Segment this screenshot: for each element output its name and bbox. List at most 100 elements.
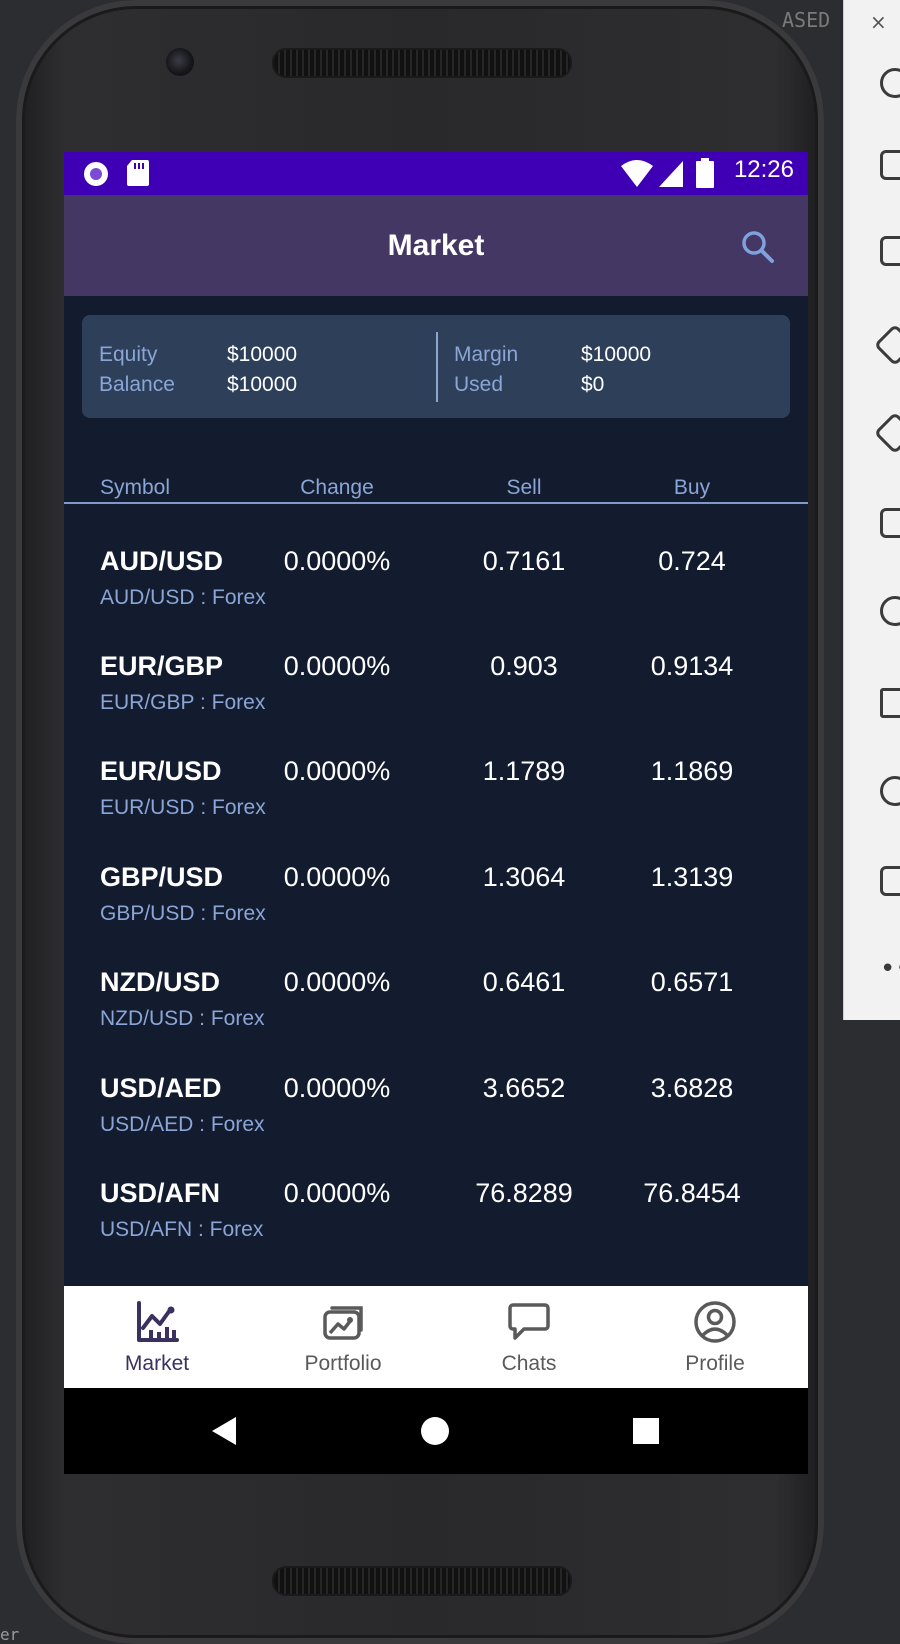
nav-item-chats[interactable]: Chats [436,1286,622,1388]
row-subtitle: EUR/GBP : Forex [100,691,266,714]
balance-label: Balance [99,373,175,396]
row-symbol: AUD/USD [100,546,224,576]
row-buy[interactable]: 76.8454 [643,1178,741,1208]
system-back-icon[interactable] [210,1416,238,1446]
row-subtitle: NZD/USD : Forex [100,1007,265,1030]
row-symbol: EUR/GBP [100,651,224,681]
row-subtitle: AUD/USD : Forex [100,586,266,609]
back-icon[interactable] [880,688,900,718]
ide-background-text: ASED ! [782,8,855,32]
nav-item-portfolio[interactable]: Portfolio [250,1286,436,1388]
volume-up-icon[interactable] [880,150,900,180]
row-symbol: EUR/USD [100,756,222,786]
system-navigation-bar [64,1388,808,1474]
row-buy[interactable]: 0.6571 [650,967,734,997]
table-row[interactable]: USD/AED USD/AED : Forex 0.0000% 3.6652 3… [64,1073,808,1178]
overview-icon[interactable] [880,866,900,896]
wifi-icon [621,160,653,187]
row-change: 0.0000% [283,756,391,786]
table-row[interactable]: EUR/GBP EUR/GBP : Forex 0.0000% 0.903 0.… [64,651,808,756]
phone-frame: 12:26 Market Equity $10000 Balance $1000… [16,0,824,1644]
top-speaker [272,48,572,78]
table-row[interactable]: EUR/USD EUR/USD : Forex 0.0000% 1.1789 1… [64,756,808,861]
row-subtitle: USD/AED : Forex [100,1113,265,1136]
volume-down-icon[interactable] [880,236,900,266]
row-subtitle: USD/AFN : Forex [100,1218,264,1241]
equity-label: Equity [99,343,158,366]
used-value: $0 [581,373,605,396]
header-divider [64,502,808,504]
sd-card-icon [127,160,149,186]
battery-icon [696,158,714,188]
nav-label-chats: Chats [501,1352,557,1375]
row-symbol: GBP/USD [100,862,224,892]
row-subtitle: EUR/USD : Forex [100,796,266,819]
row-sell[interactable]: 3.6652 [482,1073,566,1103]
row-sell[interactable]: 0.903 [490,651,558,681]
app-screen: 12:26 Market Equity $10000 Balance $1000… [64,152,808,1474]
column-header-symbol: Symbol [100,476,171,499]
row-sell[interactable]: 0.7161 [482,546,566,576]
summary-divider [436,332,438,402]
home-icon[interactable] [880,776,900,806]
top-app-bar: Market [64,195,808,296]
equity-value: $10000 [227,343,298,366]
system-recents-icon[interactable] [633,1418,659,1444]
more-icon[interactable]: •• [880,954,900,984]
table-row[interactable]: GBP/USD GBP/USD : Forex 0.0000% 1.3064 1… [64,862,808,967]
table-row[interactable]: NZD/USD NZD/USD : Forex 0.0000% 0.6461 0… [64,967,808,1072]
row-change: 0.0000% [283,1178,391,1208]
row-sell[interactable]: 76.8289 [475,1178,573,1208]
nav-item-profile[interactable]: Profile [622,1286,808,1388]
profile-icon [694,1301,736,1343]
column-header-sell: Sell [506,476,542,499]
camera-icon[interactable] [880,508,900,538]
row-buy[interactable]: 1.1869 [650,756,734,786]
front-camera [166,48,194,76]
row-sell[interactable]: 0.6461 [482,967,566,997]
chart-icon [137,1301,179,1342]
column-header-change: Change [300,476,374,499]
bottom-speaker [272,1566,572,1596]
nav-item-market[interactable]: Market [64,1286,250,1388]
row-change: 0.0000% [283,1073,391,1103]
table-row[interactable]: USD/AFN USD/AFN : Forex 0.0000% 76.8289 … [64,1178,808,1283]
row-subtitle: GBP/USD : Forex [100,902,266,925]
nav-label-portfolio: Portfolio [304,1352,382,1375]
row-symbol: NZD/USD [100,967,220,997]
table-row[interactable]: AUD/USD AUD/USD : Forex 0.0000% 0.7161 0… [64,546,808,651]
portfolio-icon [323,1306,363,1340]
column-header-buy: Buy [673,476,711,499]
account-summary-card: Equity $10000 Balance $10000 Margin $100… [82,315,790,418]
row-buy[interactable]: 0.9134 [650,651,734,681]
status-bar: 12:26 [64,152,808,195]
row-symbol: USD/AED [100,1073,222,1103]
system-home-icon[interactable] [420,1416,450,1446]
balance-value: $10000 [227,373,298,396]
row-buy[interactable]: 3.6828 [650,1073,734,1103]
nav-label-profile: Profile [685,1352,745,1375]
chat-bubble-icon [508,1303,550,1340]
status-time: 12:26 [733,156,794,183]
record-indicator-icon [84,162,108,186]
margin-value: $10000 [581,343,652,366]
emulator-close-button[interactable]: × [870,10,887,34]
row-symbol: USD/AFN [100,1178,220,1208]
cell-signal-icon [659,161,683,187]
power-icon[interactable] [880,68,900,98]
row-sell[interactable]: 1.3064 [482,862,566,892]
row-change: 0.0000% [283,651,391,681]
margin-label: Margin [454,343,519,366]
row-change: 0.0000% [283,967,391,997]
row-change: 0.0000% [283,546,391,576]
zoom-icon[interactable] [880,596,900,626]
search-icon[interactable] [740,229,776,265]
ide-bottom-text: er [0,1625,20,1644]
row-change: 0.0000% [283,862,391,892]
page-title: Market [387,229,485,262]
row-buy[interactable]: 0.724 [658,546,726,576]
row-buy[interactable]: 1.3139 [650,862,734,892]
bottom-navigation: Market Portfolio Chats [64,1286,808,1388]
row-sell[interactable]: 1.1789 [482,756,566,786]
nav-label-market: Market [124,1352,190,1375]
